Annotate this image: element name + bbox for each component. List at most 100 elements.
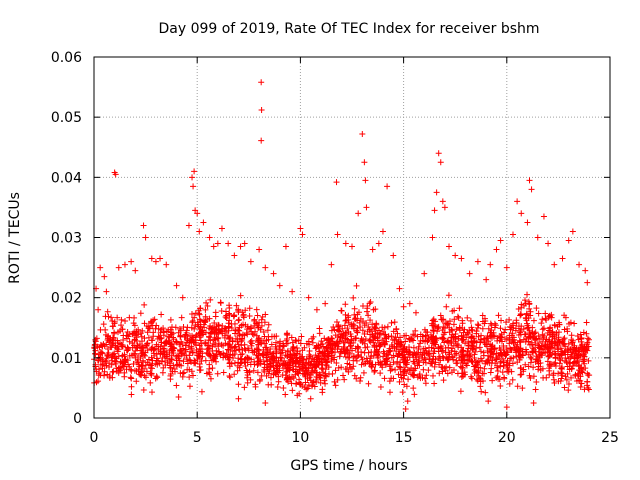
- data-point: [367, 338, 374, 345]
- data-point: [176, 361, 183, 368]
- data-point: [180, 369, 187, 376]
- data-point: [217, 299, 224, 306]
- data-point: [191, 325, 198, 332]
- data-point: [415, 346, 422, 353]
- data-point: [244, 374, 251, 381]
- data-point: [121, 373, 128, 380]
- data-point: [571, 344, 578, 351]
- data-point: [187, 357, 194, 364]
- data-point: [481, 320, 488, 327]
- data-point: [444, 321, 451, 328]
- data-point: [128, 375, 135, 382]
- data-point: [271, 333, 278, 340]
- data-point: [440, 377, 447, 384]
- data-point: [100, 321, 107, 328]
- data-point: [178, 314, 185, 321]
- data-point: [557, 345, 564, 352]
- data-point: [344, 325, 351, 332]
- data-point: [267, 374, 274, 381]
- data-point: [316, 371, 323, 378]
- data-point: [455, 335, 462, 342]
- data-point: [275, 373, 282, 380]
- data-point: [255, 352, 262, 359]
- data-point: [462, 340, 469, 347]
- data-point: [401, 381, 408, 388]
- data-point: [350, 357, 357, 364]
- data-point: [294, 392, 301, 399]
- data-point: [241, 384, 248, 391]
- data-point: [414, 374, 421, 381]
- data-point: [191, 314, 198, 321]
- data-point: [101, 368, 108, 375]
- data-point: [200, 321, 207, 328]
- data-point: [498, 358, 505, 365]
- data-point: [184, 337, 191, 344]
- data-point: [469, 359, 476, 366]
- data-point: [497, 383, 504, 390]
- data-point: [448, 334, 455, 341]
- data-point: [183, 327, 190, 334]
- data-point: [522, 338, 529, 345]
- data-point: [108, 344, 115, 351]
- data-point: [258, 316, 265, 323]
- data-point: [280, 385, 287, 392]
- data-point: [473, 345, 480, 352]
- data-point: [160, 328, 167, 335]
- data-point: [218, 327, 225, 334]
- data-point: [544, 358, 551, 365]
- data-point: [109, 374, 116, 381]
- data-point: [259, 313, 266, 320]
- data-points: [91, 79, 593, 412]
- data-point: [345, 368, 352, 375]
- data-point: [306, 351, 313, 358]
- data-point: [215, 321, 222, 328]
- x-axis-label: GPS time / hours: [290, 458, 407, 474]
- data-point: [498, 338, 505, 345]
- data-point: [538, 320, 545, 327]
- data-point: [453, 340, 460, 347]
- data-point: [264, 358, 271, 365]
- data-point: [514, 341, 521, 348]
- data-point: [477, 355, 484, 362]
- data-point: [492, 360, 499, 367]
- data-point: [370, 333, 377, 340]
- data-point: [361, 360, 368, 367]
- data-point: [543, 374, 550, 381]
- data-point: [247, 325, 254, 332]
- data-point: [583, 319, 590, 326]
- data-point: [465, 338, 472, 345]
- data-point: [522, 348, 529, 355]
- x-tick-label: 15: [395, 430, 413, 446]
- data-point: [559, 372, 566, 379]
- data-point: [191, 339, 198, 346]
- data-point: [231, 330, 238, 337]
- data-point: [441, 339, 448, 346]
- data-point: [184, 324, 191, 331]
- x-tick-label: 10: [291, 430, 309, 446]
- data-point: [261, 319, 268, 326]
- data-point: [402, 338, 409, 345]
- data-point: [215, 340, 222, 347]
- data-point: [281, 357, 288, 364]
- data-point: [202, 357, 209, 364]
- data-point: [342, 366, 349, 373]
- data-point: [251, 316, 258, 323]
- data-point: [292, 380, 299, 387]
- data-point: [203, 329, 210, 336]
- data-point: [479, 325, 486, 332]
- data-point: [203, 299, 210, 306]
- data-point: [430, 372, 437, 379]
- data-point: [499, 369, 506, 376]
- data-point: [387, 367, 394, 374]
- data-point: [446, 364, 453, 371]
- data-point: [283, 368, 290, 375]
- data-point: [126, 363, 133, 370]
- data-point: [446, 324, 453, 331]
- data-point: [359, 327, 366, 334]
- data-point: [317, 379, 324, 386]
- data-point: [357, 374, 364, 381]
- data-point: [443, 303, 450, 310]
- data-point: [494, 364, 501, 371]
- data-point: [362, 336, 369, 343]
- data-point: [238, 342, 245, 349]
